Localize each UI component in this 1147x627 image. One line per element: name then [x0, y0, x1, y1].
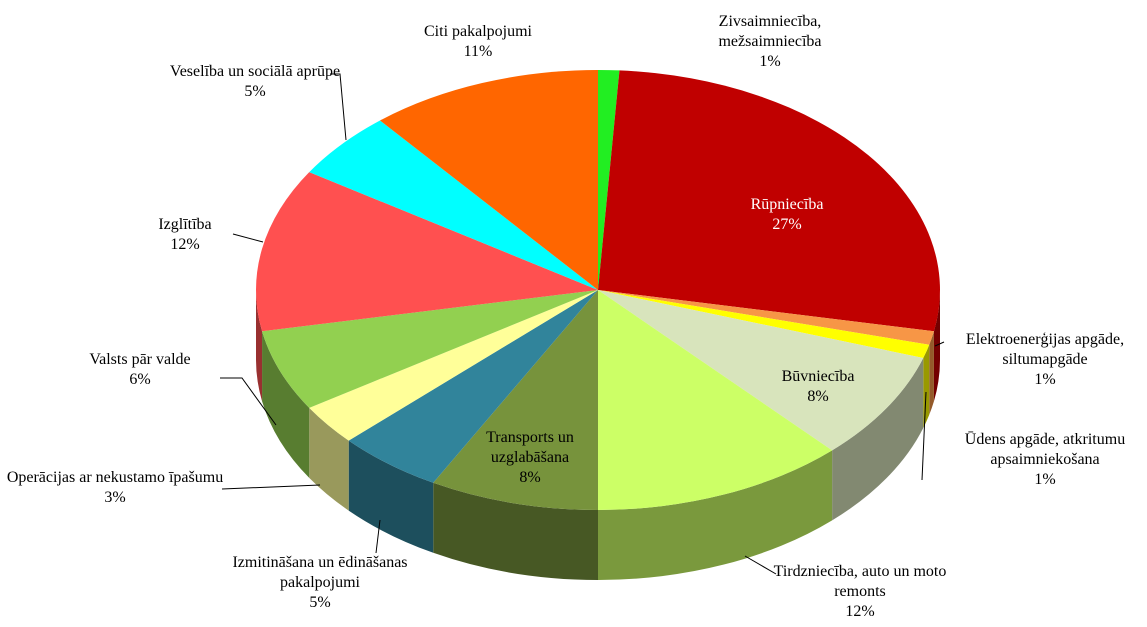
category-label: Ūdens apgāde, atkritumu apsaimniekošana	[964, 431, 1126, 468]
value-label: 8%	[807, 388, 829, 405]
category-label: Transports un uzglabāšana	[486, 429, 574, 466]
category-label: Citi pakalpojumi	[424, 23, 532, 40]
slice-label: Valsts pār valde 6%	[65, 350, 215, 390]
slice-side	[348, 440, 434, 553]
slice-side	[256, 290, 263, 402]
slice	[256, 172, 598, 332]
value-label: 1%	[759, 53, 781, 70]
slice	[598, 70, 940, 332]
category-label: Būvniecība	[781, 368, 855, 385]
value-label: 12%	[170, 236, 200, 253]
slice-side	[923, 344, 930, 428]
category-label: Zivsaimniecība, mežsaimniecība	[718, 13, 822, 50]
slice	[380, 70, 598, 290]
value-label: 1%	[1034, 371, 1056, 388]
slice-label: Operācijas ar nekustamo īpašumu 3%	[5, 468, 225, 508]
slice-label: Tirdzniecība, auto un moto remonts 12%	[760, 562, 960, 622]
slice	[598, 290, 833, 510]
slice	[262, 290, 598, 408]
value-label: 3%	[104, 489, 126, 506]
value-label: 5%	[244, 83, 266, 100]
slice	[598, 290, 930, 358]
leader-line	[330, 73, 347, 141]
category-label: Rūpniecība	[750, 196, 824, 213]
leader-line	[232, 233, 264, 243]
category-label: Valsts pār valde	[89, 351, 191, 368]
slice	[433, 290, 598, 510]
slice-label: Izglītība 12%	[135, 215, 235, 255]
slice	[598, 290, 934, 345]
leader-line	[934, 341, 945, 347]
slice-side	[433, 482, 598, 580]
slice-label: Rūpniecība 27%	[712, 195, 862, 235]
slice-side	[832, 357, 924, 521]
value-label: 12%	[845, 603, 875, 620]
slice-label: Izmitināšana un ēdināšanas pakalpojumi 5%	[200, 553, 440, 613]
category-label: Tirdzniecība, auto un moto remonts	[773, 563, 947, 600]
slice	[309, 120, 598, 290]
slice-side	[262, 331, 310, 478]
value-label: 6%	[129, 371, 151, 388]
category-label: Operācijas ar nekustamo īpašumu	[6, 469, 224, 486]
slice-label: Citi pakalpojumi 11%	[403, 22, 553, 62]
slice-label: Zivsaimniecība, mežsaimniecība 1%	[685, 12, 855, 72]
leader-line	[921, 391, 927, 481]
leader-line	[221, 484, 321, 490]
category-label: Elektroenerģijas apgāde, siltumapgāde	[965, 331, 1125, 368]
value-label: 11%	[463, 43, 493, 60]
slice	[348, 290, 598, 483]
leader-line	[375, 519, 381, 554]
value-label: 8%	[519, 469, 541, 486]
leader-line	[220, 377, 277, 426]
slice-side	[929, 331, 934, 415]
slice	[598, 70, 620, 290]
slice-side	[598, 450, 833, 580]
slice	[309, 290, 598, 441]
value-label: 27%	[772, 216, 802, 233]
slice-label: Ūdens apgāde, atkritumu apsaimniekošana 1…	[935, 430, 1147, 490]
slice	[598, 290, 924, 451]
value-label: 1%	[1034, 471, 1056, 488]
slice-label: Transports un uzglabāšana 8%	[460, 428, 600, 488]
category-label: Veselība un sociālā aprūpe	[169, 63, 341, 80]
leader-line	[744, 555, 777, 575]
slice-label: Veselība un sociālā aprūpe 5%	[165, 62, 345, 102]
category-label: Izglītība	[158, 216, 212, 233]
value-label: 5%	[309, 594, 331, 611]
slice-label: Būvniecība 8%	[758, 367, 878, 407]
slice-label: Elektroenerģijas apgāde, siltumapgāde 1%	[935, 330, 1147, 390]
category-label: Izmitināšana un ēdināšanas pakalpojumi	[232, 554, 408, 591]
